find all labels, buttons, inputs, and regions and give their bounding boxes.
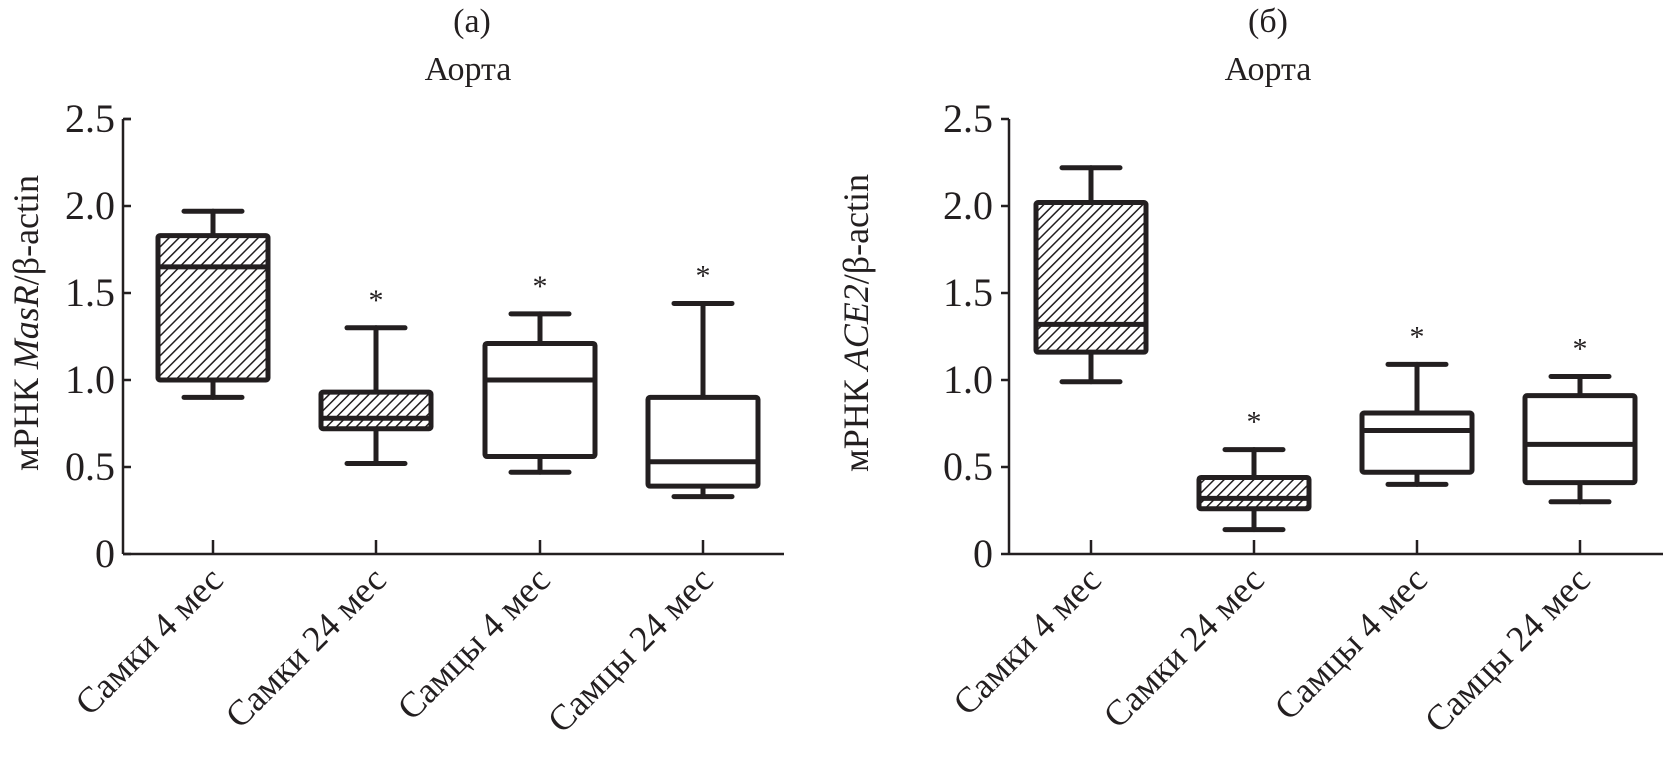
x-tick-label: Самки 24 мес	[1095, 559, 1271, 735]
box-iqr	[645, 394, 761, 489]
chart-title: Аорта	[425, 51, 512, 88]
y-tick-label: 1.5	[65, 270, 115, 315]
box-plot-2: *	[1196, 406, 1312, 533]
panel-a: (a) Аорта мРНК MasR/β-actin 0 0.5 1.0 1.5 2.…	[6, 3, 784, 740]
panel-label: (б)	[1248, 3, 1288, 40]
y-tick-label: 1.0	[943, 357, 993, 402]
x-tick-label: Самцы 4 мес	[389, 559, 557, 727]
boxes: * * *	[155, 208, 761, 500]
y-axis-label-prefix: мРНК	[6, 369, 46, 471]
significance-marker: *	[1410, 320, 1425, 353]
y-axis-label-suffix: /β-actin	[836, 174, 876, 284]
y-axis-label-prefix: мРНК	[836, 370, 876, 472]
y-ticks: 0 0.5 1.0 1.5 2.0 2.5	[943, 96, 1009, 576]
y-tick-label: 2.0	[943, 183, 993, 228]
x-tick-label: Самки 4 мес	[67, 559, 230, 722]
panel-label: (a)	[453, 3, 491, 40]
box-iqr	[1196, 474, 1312, 512]
x-tick-label: Самцы 4 мес	[1266, 559, 1434, 727]
y-tick-label: 2.5	[943, 96, 993, 141]
chart-title: Аорта	[1225, 51, 1312, 88]
y-tick-label: 1.0	[65, 357, 115, 402]
y-tick-label: 0	[95, 531, 115, 576]
box-iqr	[155, 233, 271, 383]
x-tick-label: Самцы 24 мес	[540, 559, 721, 740]
boxes: * * *	[1033, 165, 1638, 533]
box-plot-4: *	[1522, 333, 1638, 505]
panel-b: (б) Аорта мРНК ACE2/β-actin 0 0.5 1.0 1.5 2.…	[836, 3, 1663, 740]
y-tick-label: 2.5	[65, 96, 115, 141]
significance-marker: *	[1573, 333, 1588, 366]
y-tick-label: 0.5	[943, 444, 993, 489]
box-plot-1	[1033, 165, 1149, 385]
y-axis-label-gene: MasR	[6, 285, 46, 370]
y-axis-label: мРНК ACE2/β-actin	[836, 174, 876, 472]
x-tick-label: Самки 4 мес	[945, 559, 1108, 722]
box-iqr	[1522, 393, 1638, 486]
significance-marker: *	[1247, 406, 1262, 439]
significance-marker: *	[533, 270, 548, 303]
x-tick-label: Самцы 24 мес	[1417, 559, 1598, 740]
box-plot-3: *	[1359, 320, 1475, 487]
y-axis-label: мРНК MasR/β-actin	[6, 175, 46, 471]
box-iqr	[318, 389, 434, 432]
y-tick-label: 1.5	[943, 270, 993, 315]
box-plot-1	[155, 208, 271, 400]
box-plot-4: *	[645, 259, 761, 500]
y-tick-label: 0.5	[65, 444, 115, 489]
box-plot-2: *	[318, 284, 434, 467]
significance-marker: *	[696, 259, 711, 292]
box-iqr	[1033, 200, 1149, 355]
box-iqr	[482, 340, 598, 460]
box-plot-3: *	[482, 270, 598, 475]
y-tick-label: 0	[973, 531, 993, 576]
y-axis-label-suffix: /β-actin	[6, 175, 46, 285]
significance-marker: *	[369, 284, 384, 317]
box-iqr	[1359, 410, 1475, 475]
y-axis-label-gene: ACE2	[836, 284, 876, 372]
y-ticks: 0 0.5 1.0 1.5 2.0 2.5	[65, 96, 131, 576]
y-tick-label: 2.0	[65, 183, 115, 228]
x-tick-label: Самки 24 мес	[217, 559, 393, 735]
